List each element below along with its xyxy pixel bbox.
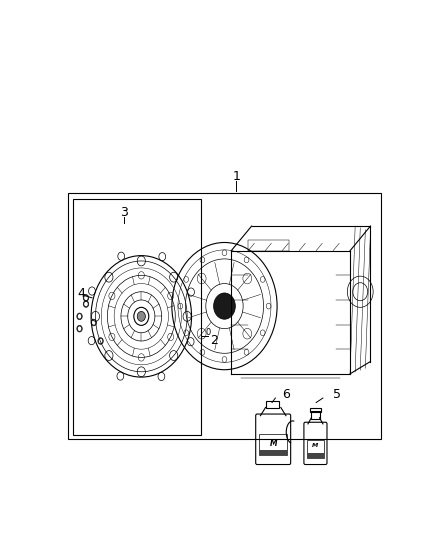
Text: 0: 0 (205, 328, 211, 337)
Text: M: M (269, 439, 277, 448)
Bar (311, 411, 319, 418)
Circle shape (137, 311, 145, 321)
Bar (259, 434, 287, 456)
Text: 1: 1 (233, 171, 240, 183)
Bar (68, 193, 381, 440)
Circle shape (214, 293, 235, 319)
Text: 6: 6 (282, 388, 290, 401)
Text: 5: 5 (333, 388, 341, 401)
Bar (311, 408, 321, 413)
Bar (307, 440, 324, 458)
Text: 3: 3 (120, 206, 128, 219)
Text: M: M (312, 443, 318, 448)
Bar (259, 450, 287, 456)
Bar (307, 453, 324, 458)
Bar (265, 401, 279, 408)
Text: 2: 2 (210, 335, 218, 348)
Bar (74, 199, 201, 435)
Text: 4: 4 (77, 287, 85, 300)
Bar (248, 240, 289, 251)
